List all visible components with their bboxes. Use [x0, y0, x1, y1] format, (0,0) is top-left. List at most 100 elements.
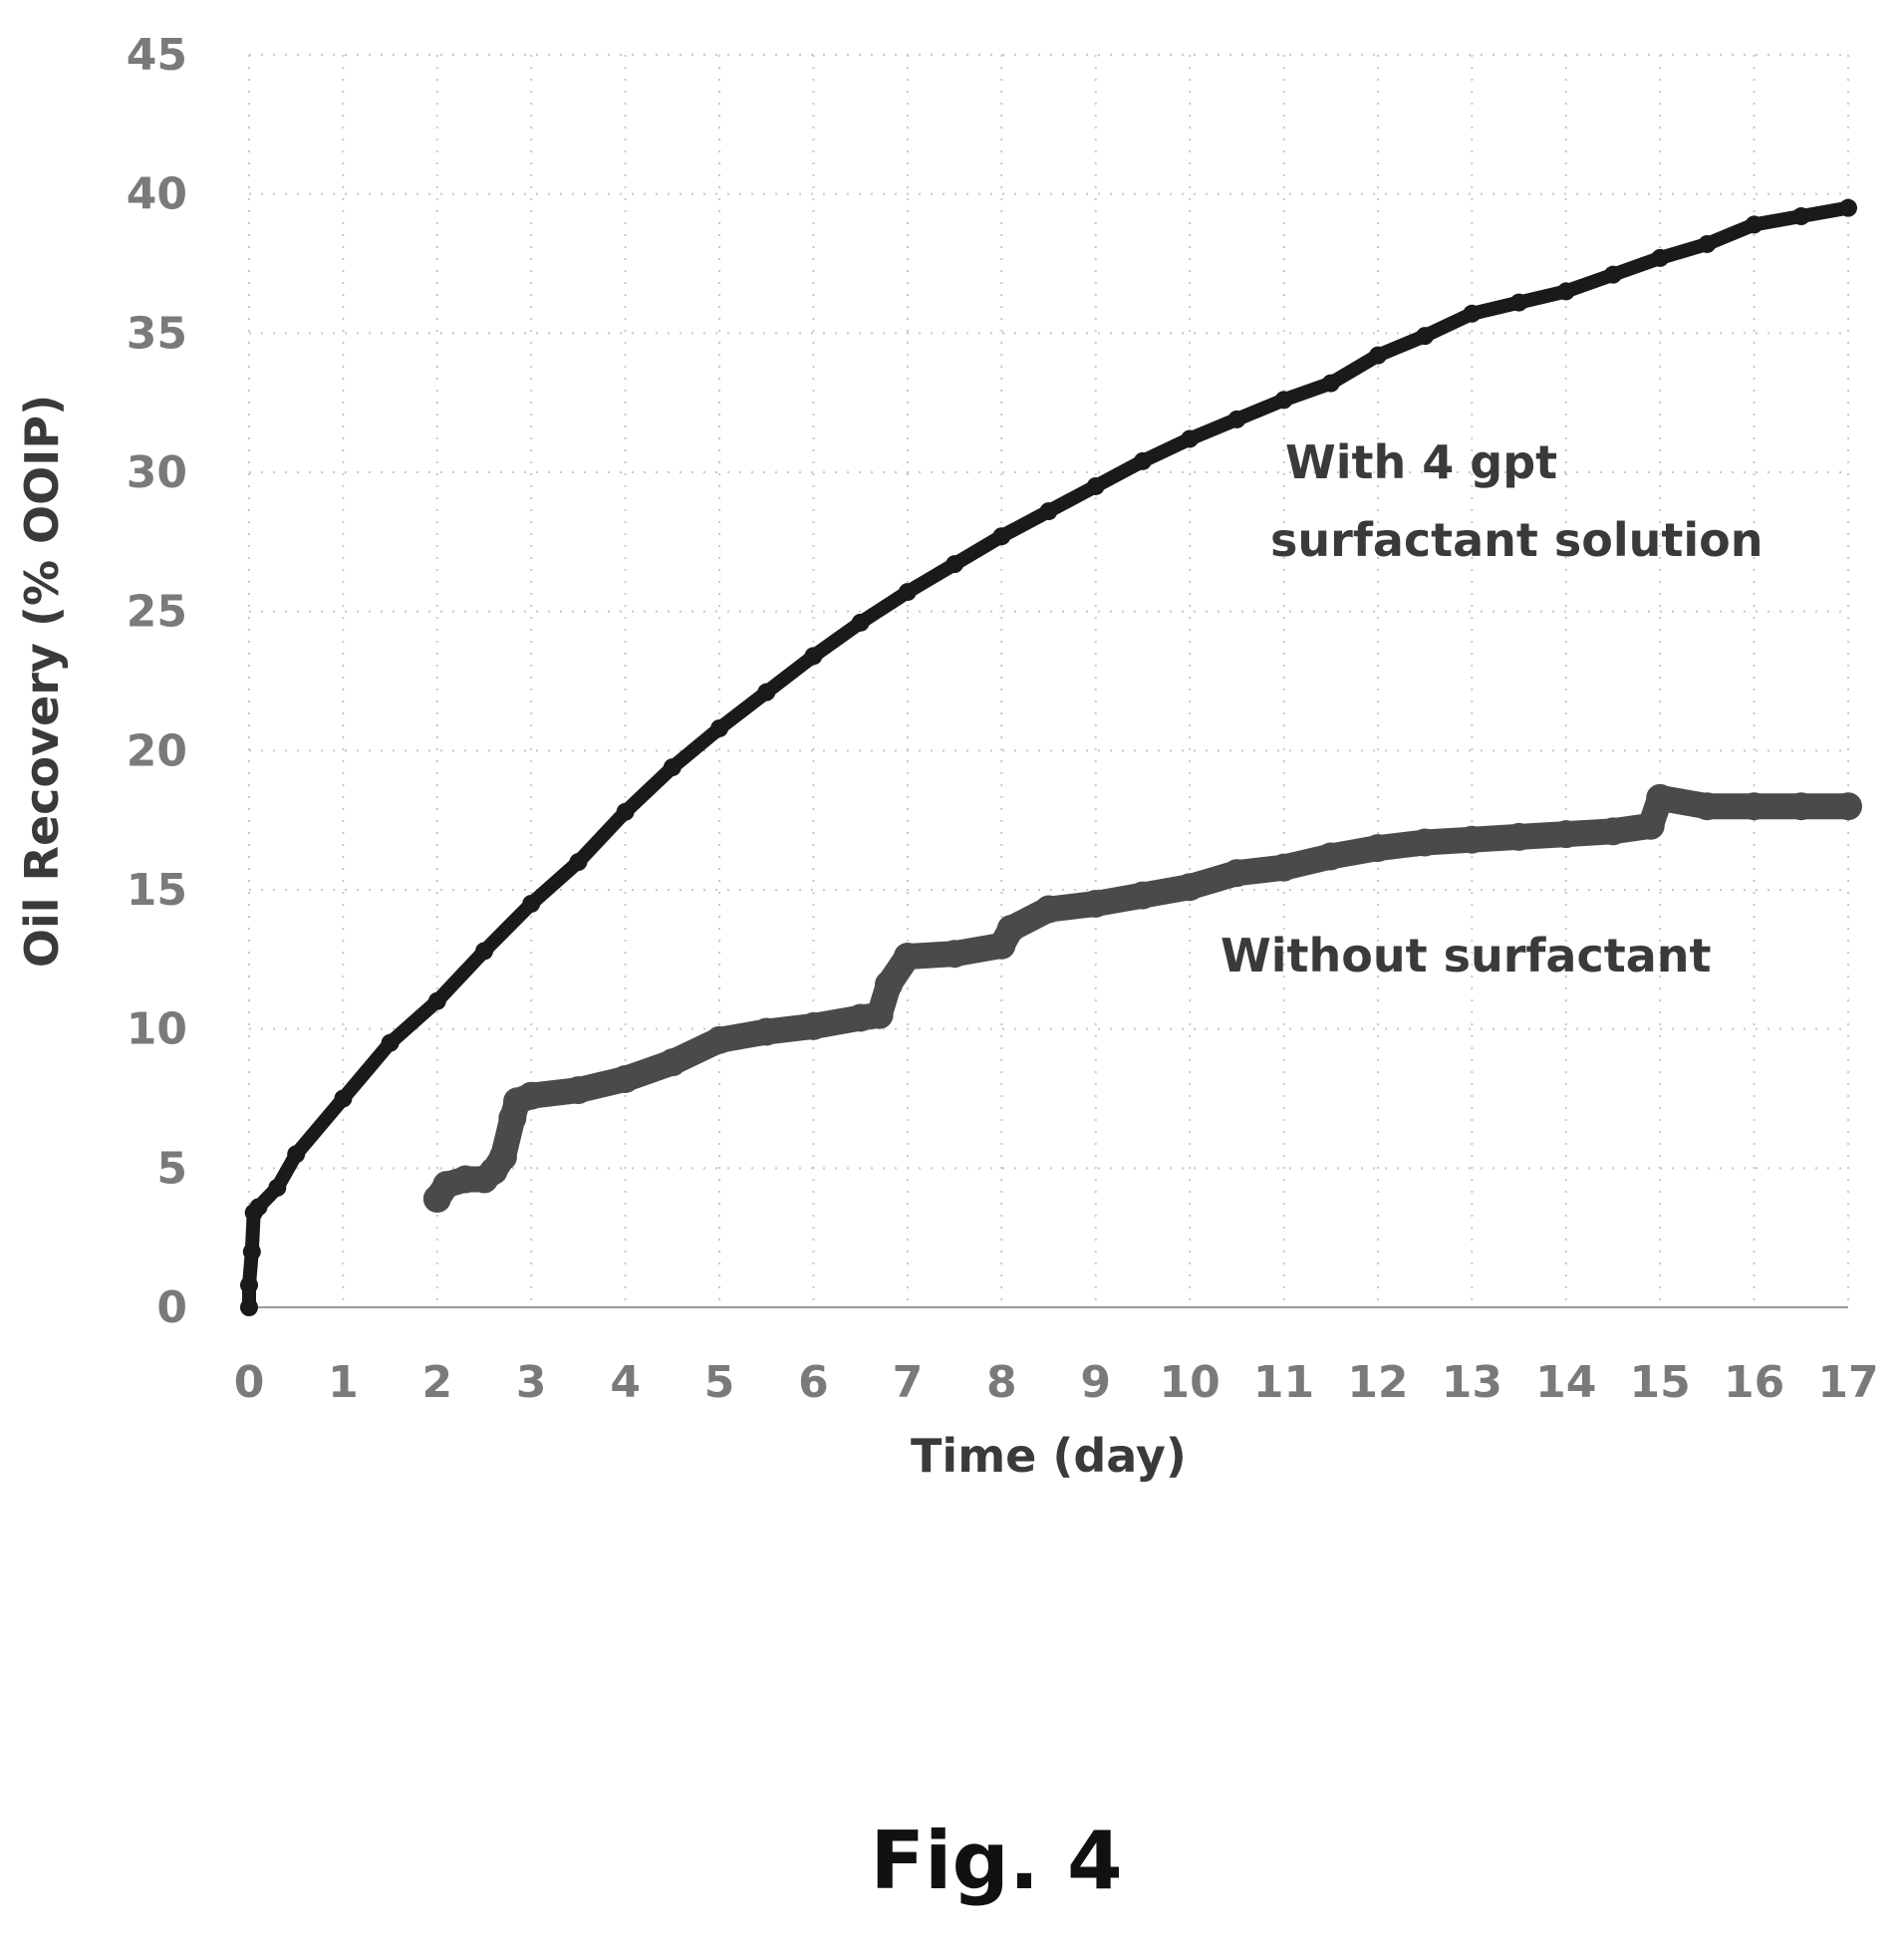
data-point [1740, 792, 1768, 821]
data-point [898, 583, 917, 602]
data-point [611, 1064, 640, 1093]
data-point [1181, 429, 1200, 448]
data-point [804, 647, 823, 666]
data-point [1416, 327, 1435, 346]
data-point [1651, 248, 1670, 267]
data-point [710, 718, 729, 737]
data-point [757, 683, 776, 701]
data-point [240, 1298, 258, 1316]
y-tick-label: 45 [127, 30, 187, 81]
data-point [1274, 391, 1293, 410]
x-tick-label: 12 [1347, 1357, 1408, 1408]
data-point [893, 943, 922, 972]
data-point [1411, 828, 1440, 857]
data-point [1086, 476, 1105, 495]
x-tick-label: 4 [610, 1357, 641, 1408]
data-point [992, 527, 1011, 546]
data-point [1556, 282, 1575, 301]
data-point [1693, 792, 1722, 821]
y-tick-label: 0 [156, 1282, 187, 1333]
data-point [1463, 304, 1482, 323]
data-point [851, 613, 870, 632]
x-tick-label: 3 [516, 1357, 547, 1408]
x-tick-labels: 0 1 2 3 4 5 6 7 8 9 10 11 12 13 14 15 16 17 [234, 1357, 1879, 1408]
y-tick-label: 5 [156, 1143, 187, 1194]
x-tick-label: 7 [893, 1357, 924, 1408]
x-tick-label: 13 [1442, 1357, 1502, 1408]
y-tick-label: 30 [127, 447, 187, 498]
data-point [517, 1081, 546, 1110]
grid-layer [248, 54, 1849, 1307]
x-tick-label: 16 [1724, 1357, 1784, 1408]
data-point [1603, 265, 1622, 284]
x-tick-label: 6 [798, 1357, 829, 1408]
data-point [1509, 293, 1528, 312]
series-without-surfactant [422, 783, 1862, 1214]
y-axis-title: Oil Recovery (% OOIP) [15, 395, 69, 968]
y-tick-label: 35 [127, 308, 187, 359]
annotation-with-surfactant-line2: surfactant solution [1270, 513, 1764, 567]
data-point [1834, 792, 1862, 821]
data-point [865, 1000, 894, 1029]
data-point [522, 894, 541, 913]
x-tick-label: 14 [1535, 1357, 1596, 1408]
data-point [334, 1089, 353, 1108]
data-point [1321, 374, 1340, 393]
x-tick-label: 15 [1630, 1357, 1691, 1408]
x-tick-label: 9 [1080, 1357, 1111, 1408]
data-point [1223, 859, 1251, 888]
x-tick-label: 8 [986, 1357, 1017, 1408]
x-tick-label: 17 [1817, 1357, 1878, 1408]
annotation-without-surfactant: Without surfactant [1221, 929, 1712, 982]
data-point [242, 1243, 261, 1261]
x-tick-label: 5 [704, 1357, 735, 1408]
data-point [1368, 346, 1387, 365]
data-point [875, 970, 903, 998]
data-point [1636, 811, 1665, 840]
y-tick-label: 40 [127, 169, 187, 220]
figure-caption: Fig. 4 [870, 1815, 1122, 1907]
y-tick-label: 10 [127, 1004, 187, 1055]
data-point [1133, 451, 1152, 470]
series-with-surfactant [240, 198, 1857, 1316]
data-point [569, 853, 588, 872]
data-point [663, 758, 681, 777]
data-point [1745, 215, 1764, 234]
x-tick-label: 10 [1160, 1357, 1221, 1408]
data-point [1034, 895, 1063, 924]
y-tick-labels: 0 5 10 15 20 25 30 35 40 45 [127, 30, 187, 1333]
x-axis-title: Time (day) [911, 1429, 1187, 1483]
data-point [996, 915, 1025, 944]
series-layer [240, 198, 1862, 1316]
x-tick-label: 2 [422, 1357, 453, 1408]
y-tick-label: 15 [127, 865, 187, 916]
x-tick-label: 0 [234, 1357, 265, 1408]
data-point [1458, 825, 1487, 854]
data-point [941, 940, 969, 969]
data-point [1176, 873, 1205, 902]
data-point [1839, 198, 1857, 217]
data-point [616, 802, 635, 821]
data-point [1791, 207, 1810, 226]
x-tick-label: 11 [1253, 1357, 1314, 1408]
data-point [1646, 783, 1675, 812]
data-point [1786, 792, 1815, 821]
y-tick-label: 25 [127, 587, 187, 638]
data-point [240, 1275, 258, 1294]
data-point [475, 942, 494, 961]
series-line [423, 784, 1861, 1213]
data-point [427, 991, 446, 1010]
data-point [1504, 822, 1533, 851]
data-point [488, 1143, 517, 1172]
data-point [287, 1145, 306, 1164]
data-point [799, 1011, 828, 1040]
data-point [1269, 853, 1298, 882]
data-point [1227, 410, 1246, 428]
y-tick-label: 20 [127, 725, 187, 776]
data-point [268, 1178, 287, 1197]
data-point [249, 1198, 268, 1217]
series-line [242, 200, 1855, 1314]
data-point [658, 1048, 686, 1077]
data-point [946, 555, 964, 574]
